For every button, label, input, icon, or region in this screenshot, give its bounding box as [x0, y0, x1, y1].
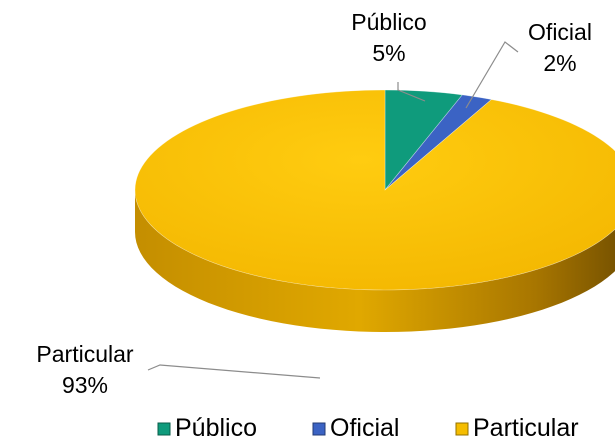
data-labels: Público 5% Oficial 2% Particular 93%	[36, 9, 592, 398]
leader-line-particular	[147, 364, 321, 379]
leader-line-publico	[397, 82, 426, 102]
data-label-value-oficial: 2%	[543, 50, 576, 76]
legend-swatch-oficial	[312, 422, 326, 436]
pie-slice-particular[interactable]	[134, 89, 615, 291]
legend-label-oficial: Oficial	[330, 414, 399, 442]
data-label-name-particular: Particular	[36, 341, 133, 367]
data-label-name-público: Público	[351, 9, 426, 35]
legend-label-público: Público	[175, 414, 257, 442]
legend-label-particular: Particular	[473, 414, 579, 442]
leader-lines	[147, 41, 519, 379]
legend-swatch-particular	[455, 422, 469, 436]
data-label-value-público: 5%	[372, 40, 405, 66]
legend-swatch-público	[157, 422, 171, 436]
legend: Público Oficial Particular	[157, 414, 579, 442]
pie-side-particular	[135, 190, 615, 332]
data-label-value-particular: 93%	[62, 372, 108, 398]
pie-slice-público[interactable]	[384, 89, 463, 191]
pie-side-layer	[135, 190, 615, 332]
pie-slice-oficial[interactable]	[384, 94, 493, 191]
data-label-name-oficial: Oficial	[528, 19, 592, 45]
leader-line-oficial	[465, 41, 519, 109]
pie-top-layer	[134, 89, 615, 291]
